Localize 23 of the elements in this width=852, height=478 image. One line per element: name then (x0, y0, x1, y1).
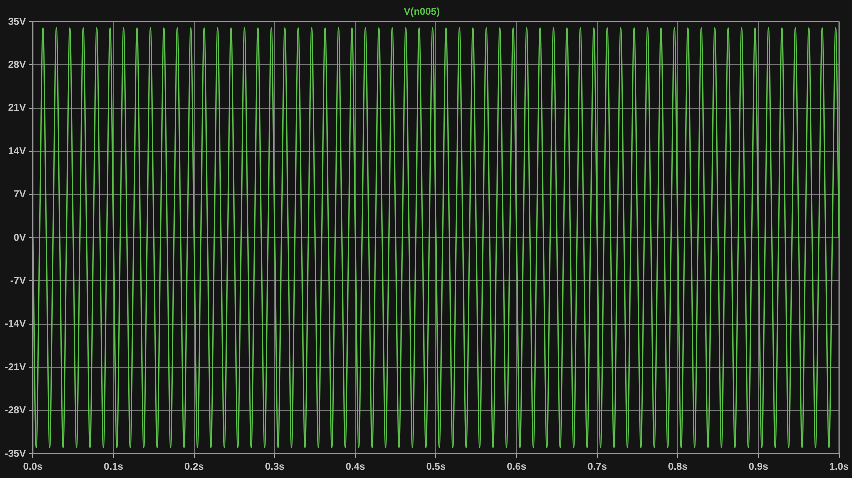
y-tick-label: -28V (5, 406, 26, 417)
x-tick-label: 0.4s (346, 462, 366, 473)
x-tick-label: 0.8s (668, 462, 688, 473)
y-tick-label: 35V (8, 16, 26, 28)
y-tick-label: 0V (14, 232, 26, 244)
x-tick-label: 0.2s (184, 462, 205, 473)
x-tick-label: 0.7s (588, 462, 608, 473)
y-tick-label: 7V (14, 190, 26, 201)
chart-title: V(n005) (404, 6, 440, 18)
y-tick-label: -35V (5, 448, 26, 460)
x-tick-label: 1.0s (830, 462, 850, 473)
x-tick-label: 0.5s (426, 462, 446, 473)
y-tick-label: 14V (8, 146, 26, 158)
x-tick-label: 0.6s (507, 462, 527, 473)
x-tick-label: 0.1s (104, 462, 124, 473)
y-tick-label: 21V (8, 103, 26, 114)
y-tick-label: -7V (10, 276, 26, 287)
x-tick-label: 0.0s (23, 462, 44, 473)
y-tick-label: -14V (5, 319, 26, 330)
y-tick-label: -21V (5, 362, 26, 374)
y-tick-label: 28V (8, 60, 26, 71)
x-tick-label: 0.3s (265, 462, 286, 473)
x-tick-label: 0.9s (748, 462, 769, 473)
